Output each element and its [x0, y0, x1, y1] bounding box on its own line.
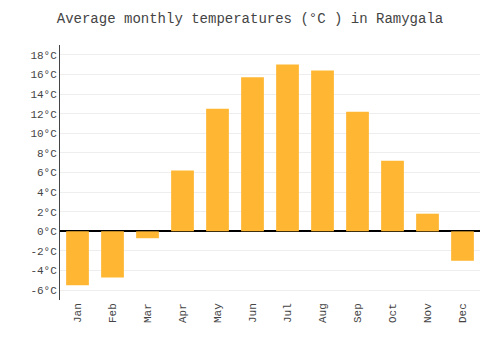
svg-text:-6°C: -6°C [30, 285, 57, 297]
svg-text:May: May [212, 303, 224, 323]
svg-text:Apr: Apr [177, 303, 189, 323]
svg-text:-2°C: -2°C [30, 246, 57, 258]
svg-text:Oct: Oct [387, 303, 399, 323]
svg-text:Aug: Aug [317, 303, 329, 323]
svg-text:6°C: 6°C [37, 167, 57, 179]
svg-text:2°C: 2°C [37, 207, 57, 219]
svg-text:18°C: 18°C [30, 50, 57, 62]
svg-text:0°C: 0°C [37, 226, 57, 238]
svg-text:4°C: 4°C [37, 187, 57, 199]
svg-text:8°C: 8°C [37, 148, 57, 160]
svg-text:16°C: 16°C [30, 69, 57, 81]
svg-text:Jul: Jul [282, 303, 294, 323]
svg-text:Jun: Jun [247, 303, 259, 323]
svg-text:-4°C: -4°C [30, 265, 57, 277]
svg-text:12°C: 12°C [30, 109, 57, 121]
svg-text:10°C: 10°C [30, 128, 57, 140]
svg-text:Sep: Sep [352, 303, 364, 323]
svg-text:Feb: Feb [107, 303, 119, 323]
svg-text:Jan: Jan [72, 303, 84, 323]
svg-text:Nov: Nov [422, 303, 434, 323]
svg-text:Mar: Mar [142, 303, 154, 323]
svg-text:14°C: 14°C [30, 89, 57, 101]
svg-text:Average monthly temperatures (: Average monthly temperatures (°C ) in Ra… [57, 11, 443, 27]
svg-text:Dec: Dec [457, 303, 469, 323]
